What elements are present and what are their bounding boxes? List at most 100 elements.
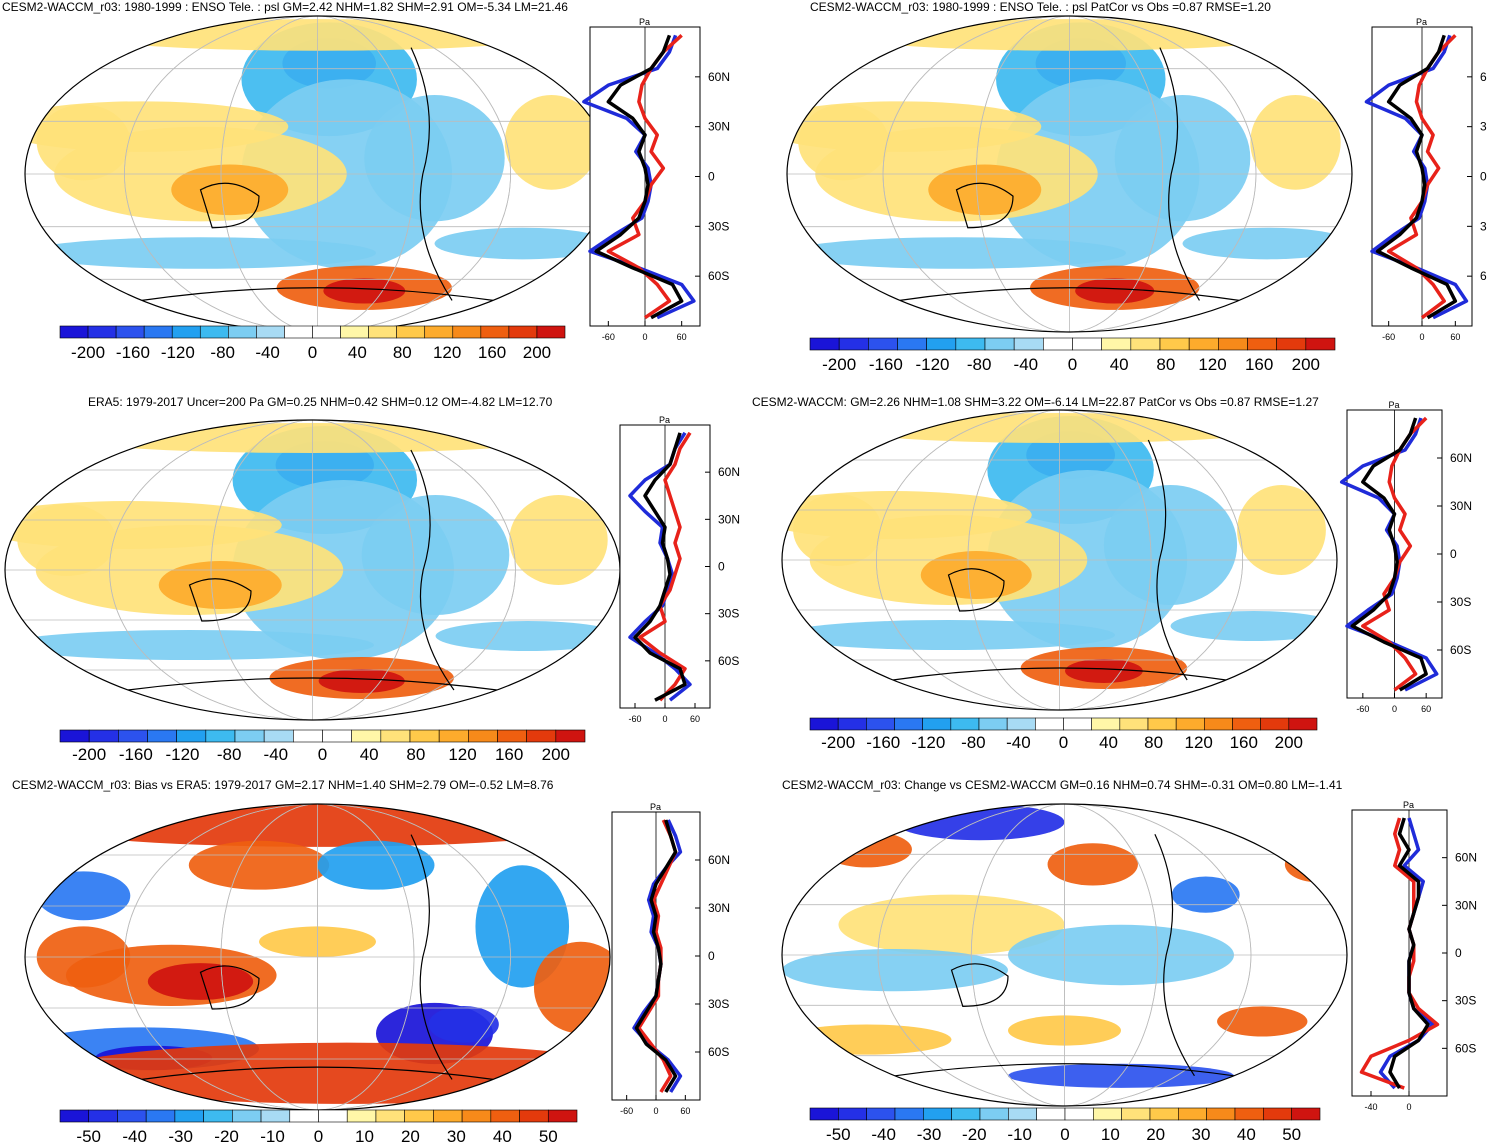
colorbar-swatch [171,325,201,339]
colorbar-swatch [555,729,586,743]
panel-enso-patcor: Pa 6 3 0 3 6 -60 0 60 -200 -160 -120 -80 -40 0 40 80 120 1… [752,0,1493,380]
colorbar-swatch [1288,717,1318,731]
colorbar-label: 160 [1245,355,1273,374]
colorbar-swatch [409,729,440,743]
units-label: Pa [1389,400,1400,410]
lat-tick-label: 30N [1455,898,1477,912]
colorbar: -200 -160 -120 -80 -40 0 40 80 120 160 200 [59,325,566,362]
colorbar-label: 120 [1185,733,1213,752]
panel-figure: Pa 60N 30N 0 30S 60S -60 0 60 -200 -160 -120 -80 -40 0… [781,400,1472,752]
colorbar-label: 10 [1101,1125,1120,1144]
units-label: Pa [1403,800,1414,810]
colorbar-label: 120 [433,343,461,362]
colorbar-label: -40 [122,1127,147,1146]
units-label: Pa [650,802,661,812]
colorbar-swatch [508,325,538,339]
colorbar-swatch [203,1109,233,1123]
colorbar-label: -200 [71,343,105,362]
colorbar-label: 40 [1237,1125,1256,1144]
lat-tick-label: 60N [708,853,730,867]
colorbar-swatch [897,337,927,351]
colorbar-swatch [1291,1107,1321,1121]
panel-figure: Pa 6 3 0 3 6 -60 0 60 -200 -160 -120 -80 -40 0 40 80 120 1… [786,15,1487,374]
colorbar-swatch [1063,717,1092,731]
colorbar-swatch [1188,337,1219,351]
colorbar-swatch [145,1109,176,1123]
x-tick-label: -60 [620,1106,633,1116]
colorbar-swatch [1043,337,1073,351]
colorbar-swatch [866,717,895,731]
x-tick-label: 0 [662,714,667,724]
colorbar-swatch [59,325,89,339]
colorbar-swatch [368,325,397,339]
colorbar-swatch [256,325,285,339]
colorbar-label: 10 [355,1127,374,1146]
colorbar-label: -40 [264,745,289,764]
colorbar-swatch [260,1109,291,1123]
colorbar-label: -20 [962,1125,987,1144]
lat-tick-label: 30S [718,607,739,621]
colorbar: -50 -40 -30 -20 -10 0 10 20 30 40 50 [59,1109,578,1146]
colorbar-swatch [1035,717,1064,731]
colorbar-swatch [1234,1107,1264,1121]
colorbar-swatch [838,1107,867,1121]
colorbar-swatch [868,337,898,351]
x-tick-label: -60 [1356,704,1369,714]
lat-tick-label: 60S [1455,1041,1476,1055]
x-tick-label: 0 [1406,1102,1411,1112]
panel-title: CESM2-WACCM: GM=2.26 NHM=1.08 SHM=3.22 O… [752,395,1319,409]
lat-tick-label: 60S [708,1045,729,1059]
x-tick-label: 0 [653,1106,658,1116]
colorbar-label: -80 [210,343,235,362]
colorbar-swatch [951,1107,981,1121]
colorbar-label: 40 [360,745,379,764]
colorbar-swatch [1178,1107,1207,1121]
colorbar-label: -80 [217,745,242,764]
colorbar-label: 200 [1292,355,1320,374]
colorbar-swatch [380,729,411,743]
colorbar-swatch [351,729,382,743]
lat-tick-label: 0 [1450,547,1457,561]
lat-tick-label: 30S [1450,595,1471,609]
lat-tick-label: 0 [718,560,725,574]
colorbar-swatch [950,717,980,731]
colorbar-label: 160 [495,745,523,764]
lat-tick-label: 30N [708,120,730,134]
x-tick-label: 60 [680,1106,690,1116]
colorbar-swatch [1263,1107,1292,1121]
colorbar-swatch [1232,717,1261,731]
map-field [25,804,610,1110]
units-label: Pa [659,415,670,425]
profile-line-black [594,34,684,320]
lat-tick-label: 60N [718,465,740,479]
colorbar-label: 80 [1144,733,1163,752]
colorbar-swatch [1006,717,1036,731]
colorbar-swatch [205,729,236,743]
colorbar-label: -160 [869,355,903,374]
profile-line-blue [582,34,696,320]
colorbar-label: 0 [1059,733,1068,752]
colorbar-swatch [809,717,839,731]
colorbar-label: 80 [406,745,425,764]
colorbar-label: 40 [493,1127,512,1146]
panel-figure: Pa 60N 30N 0 30S 60S -60 0 60 -50 -40 -30 -20 -10 0 10 2… [24,802,730,1146]
colorbar-label: -120 [911,733,945,752]
x-tick-label: 60 [1421,704,1431,714]
colorbar-label: 0 [1060,1125,1069,1144]
colorbar: -200 -160 -120 -80 -40 0 40 80 120 160 200 [809,717,1318,752]
lat-tick-label: 30S [1455,994,1476,1008]
panel-enso-r03: Pa 60N 30N 0 30S 60S -60 0 60 -200 -160 -120 -80 -40 0… [0,0,740,380]
colorbar: -200 -160 -120 -80 -40 0 40 80 120 160 200 [809,337,1336,374]
colorbar-swatch [147,729,177,743]
lat-tick-label: 0 [1455,946,1462,960]
colorbar-label: 40 [1110,355,1129,374]
colorbar-swatch [322,729,352,743]
colorbar-label: 80 [393,343,412,362]
profile-line-black [1388,817,1430,1089]
panel-cesm2-waccm: Pa 60N 30N 0 30S 60S -60 0 60 -200 -160 -120 -80 -40 0… [752,388,1493,768]
panel-title: CESM2-WACCM_r03: 1980-1999 : ENSO Tele. … [810,0,1271,14]
colorbar-label: -120 [915,355,949,374]
colorbar-swatch [289,1109,319,1123]
lat-tick-label: 30N [718,512,740,526]
colorbar-swatch [461,1109,492,1123]
